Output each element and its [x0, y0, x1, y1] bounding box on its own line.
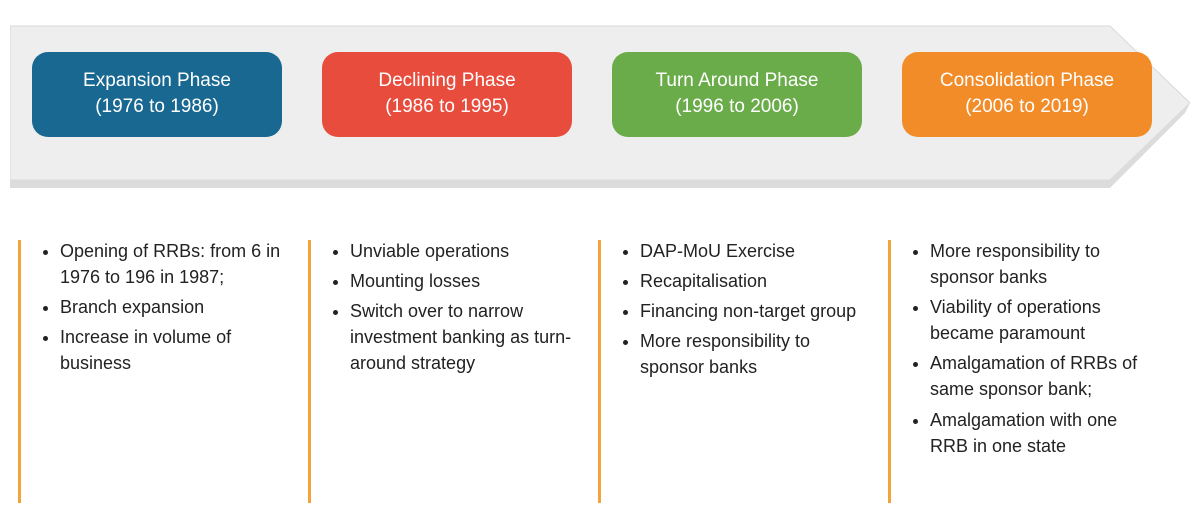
- bullet-col-2: DAP-MoU Exercise Recapitalisation Financin…: [612, 238, 862, 463]
- phase-years: (1996 to 2006): [622, 94, 852, 120]
- bullet-list: DAP-MoU Exercise Recapitalisation Financin…: [618, 238, 862, 380]
- bullet-item: Branch expansion: [60, 294, 282, 320]
- bullet-item: More responsibility to sponsor banks: [930, 238, 1152, 290]
- accent-bar: [308, 240, 311, 503]
- phase-title: Consolidation Phase: [912, 68, 1142, 94]
- bullet-col-0: Opening of RRBs: from 6 in 1976 to 196 i…: [32, 238, 282, 463]
- phase-box-1: Declining Phase(1986 to 1995): [322, 52, 572, 137]
- bullet-list: Unviable operations Mounting losses Switch…: [328, 238, 572, 376]
- bullet-item: Increase in volume of business: [60, 324, 282, 376]
- phase-box-0: Expansion Phase(1976 to 1986): [32, 52, 282, 137]
- bullet-item: More responsibility to sponsor banks: [640, 328, 862, 380]
- bullet-col-3: More responsibility to sponsor banksViab…: [902, 238, 1152, 463]
- bullet-col-1: Unviable operations Mounting losses Switch…: [322, 238, 572, 463]
- phase-title: Turn Around Phase: [622, 68, 852, 94]
- bullet-item: Viability of operations became paramount: [930, 294, 1152, 346]
- bullet-list: More responsibility to sponsor banksViab…: [908, 238, 1152, 459]
- phase-years: (1976 to 1986): [42, 94, 272, 120]
- bullet-item: DAP-MoU Exercise: [640, 238, 862, 264]
- bullet-item: Unviable operations: [350, 238, 572, 264]
- phase-box-3: Consolidation Phase(2006 to 2019): [902, 52, 1152, 137]
- bullet-item: Financing non-target group: [640, 298, 862, 324]
- bullet-item: Amalgamation with one RRB in one state: [930, 407, 1152, 459]
- accent-bar: [598, 240, 601, 503]
- bullet-item: Switch over to narrow investment banking…: [350, 298, 572, 376]
- bullets-row: Opening of RRBs: from 6 in 1976 to 196 i…: [32, 238, 1152, 463]
- bullet-item: Amalgamation of RRBs of same sponsor ban…: [930, 350, 1152, 402]
- phase-row: Expansion Phase(1976 to 1986) Declining P…: [32, 52, 1152, 137]
- bullet-list: Opening of RRBs: from 6 in 1976 to 196 i…: [38, 238, 282, 376]
- accent-bar: [888, 240, 891, 503]
- bullet-item: Opening of RRBs: from 6 in 1976 to 196 i…: [60, 238, 282, 290]
- phase-years: (1986 to 1995): [332, 94, 562, 120]
- phase-box-2: Turn Around Phase(1996 to 2006): [612, 52, 862, 137]
- phase-title: Declining Phase: [332, 68, 562, 94]
- bullet-item: Mounting losses: [350, 268, 572, 294]
- bullet-item: Recapitalisation: [640, 268, 862, 294]
- phase-title: Expansion Phase: [42, 68, 272, 94]
- accent-bar: [18, 240, 21, 503]
- phase-years: (2006 to 2019): [912, 94, 1142, 120]
